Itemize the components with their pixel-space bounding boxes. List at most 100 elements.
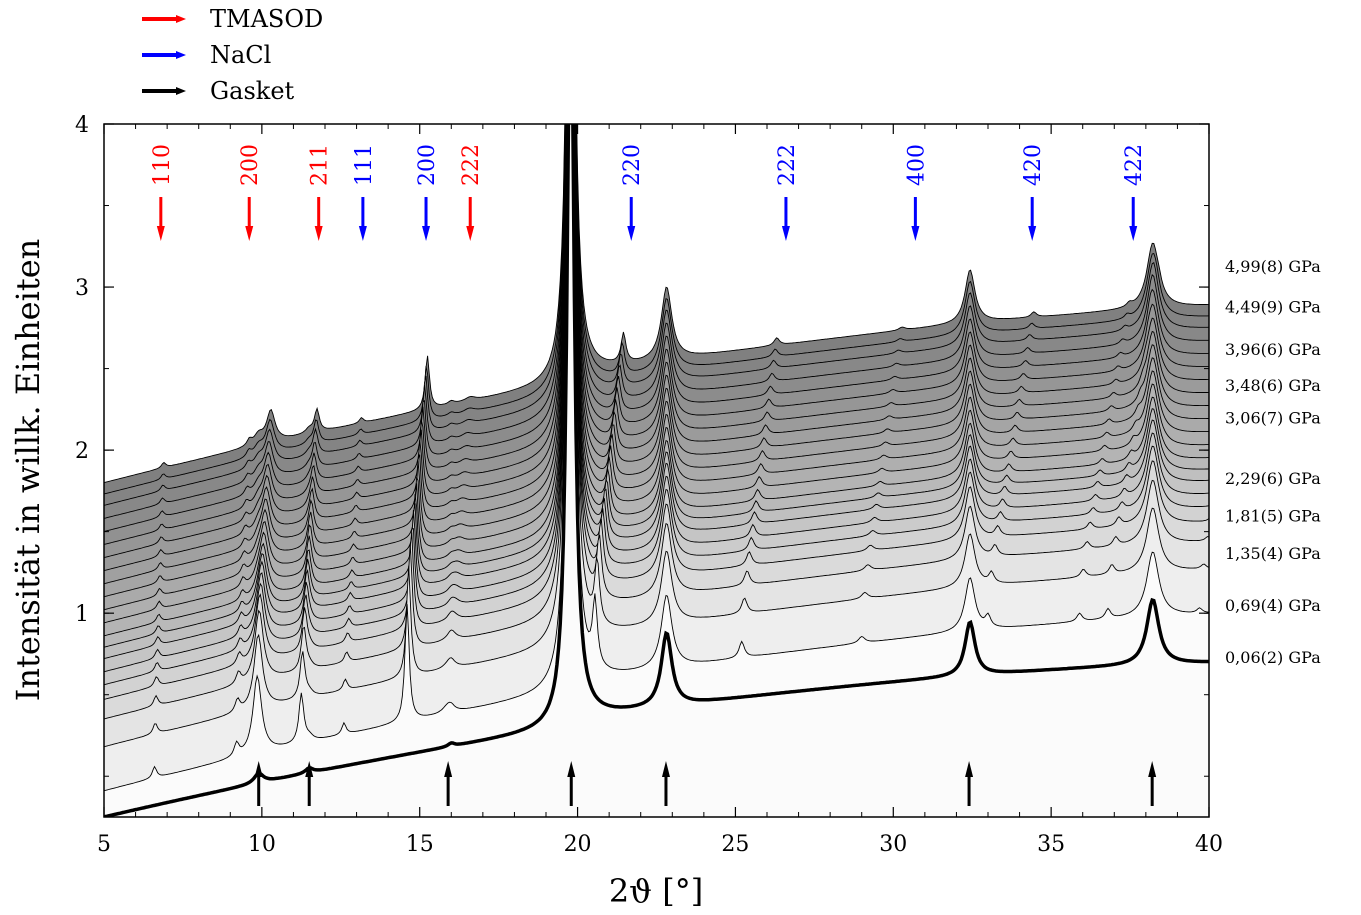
gasket-marker-head xyxy=(567,761,576,777)
series-line-2 xyxy=(104,124,1209,720)
series-line-5 xyxy=(104,124,1209,673)
legend-entry-tmasod: TMASOD xyxy=(142,5,323,33)
legend-label-nacl: NaCl xyxy=(210,41,271,69)
legend: TMASOD NaCl Gasket xyxy=(142,5,323,105)
legend-arrowhead-red xyxy=(176,15,186,23)
pressure-label: 3,06(7) GPa xyxy=(1225,409,1321,428)
reflection-arrowhead xyxy=(358,226,367,241)
reflection-marker-110: 110 xyxy=(150,144,175,241)
reflection-marker-420: 420 xyxy=(1021,144,1046,241)
legend-label-gasket: Gasket xyxy=(210,77,295,105)
reflection-marker-200: 200 xyxy=(238,144,263,241)
y-tick-label: 4 xyxy=(75,113,89,138)
gasket-marker-head xyxy=(254,761,263,777)
reflection-arrowhead xyxy=(627,226,636,241)
x-tick-label: 15 xyxy=(406,832,434,857)
reflection-label: 220 xyxy=(620,144,645,186)
legend-arrowhead-black xyxy=(176,87,186,95)
series-area-0 xyxy=(104,124,1209,817)
reflection-label: 400 xyxy=(904,144,929,186)
reflection-marker-220: 220 xyxy=(620,144,645,241)
reflection-arrowhead xyxy=(1028,226,1037,241)
series-line-7 xyxy=(104,124,1209,648)
series-line-8 xyxy=(104,124,1209,637)
series-line-14 xyxy=(104,124,1209,559)
x-tick-label: 5 xyxy=(97,832,111,857)
series-line-20 xyxy=(104,124,1209,484)
series-line-0 xyxy=(104,124,1209,792)
pressure-labels: 4,99(8) GPa 4,49(9) GPa 3,96(6) GPa 3,48(6)… xyxy=(1225,257,1321,667)
gasket-marker xyxy=(965,761,974,806)
series-line-10 xyxy=(104,124,1209,611)
reflection-marker-200: 200 xyxy=(415,144,440,241)
gasket-marker xyxy=(305,761,314,806)
reflection-label: 422 xyxy=(1122,144,1147,186)
pressure-label: 0,06(2) GPa xyxy=(1225,648,1321,667)
legend-entry-nacl: NaCl xyxy=(142,41,271,69)
reflection-arrowhead xyxy=(314,226,323,241)
reflection-label: 420 xyxy=(1021,144,1046,186)
pressure-label: 3,96(6) GPa xyxy=(1225,340,1321,359)
y-axis-title: Intensität in willk. Einheiten xyxy=(9,239,47,702)
series-line-12 xyxy=(104,124,1209,585)
gasket-marker xyxy=(567,761,576,806)
gasket-marker xyxy=(661,761,670,806)
legend-entry-gasket: Gasket xyxy=(142,77,295,105)
x-tick-label: 10 xyxy=(248,832,276,857)
reflection-marker-111: 111 xyxy=(352,144,377,241)
reflection-marker-222: 222 xyxy=(459,144,484,241)
pressure-label: 2,29(6) GPa xyxy=(1225,469,1321,488)
gasket-marker-head xyxy=(965,761,974,777)
y-tick-label: 2 xyxy=(75,439,89,464)
reflection-arrowhead xyxy=(156,226,165,241)
x-tick-label: 35 xyxy=(1037,832,1065,857)
series-line-13 xyxy=(104,124,1209,572)
y-tick-label: 1 xyxy=(75,602,89,627)
series-line-1 xyxy=(104,124,1209,748)
x-tick-label: 30 xyxy=(879,832,907,857)
gasket-markers xyxy=(254,761,1157,806)
reflection-markers: 110 200 211 111 200 222 220 222 400 420 422 xyxy=(150,144,1147,241)
series-line-6 xyxy=(104,124,1209,660)
plot-frame xyxy=(103,123,1210,818)
reflection-marker-400: 400 xyxy=(904,144,929,241)
axis-ticks: 5 10 15 20 25 30 35 40 1 2 3 4 xyxy=(75,113,1223,857)
reflection-label: 111 xyxy=(352,144,377,186)
series-line-4 xyxy=(104,124,1209,686)
pressure-label: 4,99(8) GPa xyxy=(1225,257,1321,276)
reflection-label: 222 xyxy=(459,144,484,186)
reflection-arrowhead xyxy=(911,226,920,241)
reflection-label: 222 xyxy=(775,144,800,186)
reflection-arrowhead xyxy=(1129,226,1138,241)
series-line-11 xyxy=(104,124,1209,598)
series-line-3 xyxy=(104,124,1209,700)
gasket-marker-head xyxy=(305,761,314,777)
legend-arrowhead-blue xyxy=(176,51,186,59)
pressure-label: 3,48(6) GPa xyxy=(1225,376,1321,395)
gasket-marker-head xyxy=(1148,761,1157,777)
gasket-marker xyxy=(254,761,263,806)
pressure-label: 1,35(4) GPa xyxy=(1225,544,1321,563)
series-line-19 xyxy=(104,124,1209,495)
reflection-label: 110 xyxy=(150,144,175,186)
reflection-arrowhead xyxy=(781,226,790,241)
reflection-marker-422: 422 xyxy=(1122,144,1147,241)
gasket-marker-head xyxy=(444,761,453,777)
gasket-marker xyxy=(1148,761,1157,806)
series-line-9 xyxy=(104,124,1209,624)
series-layer xyxy=(104,124,1209,817)
reflection-marker-222: 222 xyxy=(775,144,800,241)
x-axis-title: 2ϑ [°] xyxy=(609,872,703,910)
pressure-label: 0,69(4) GPa xyxy=(1225,596,1321,615)
reflection-label: 211 xyxy=(308,144,333,186)
series-line-15 xyxy=(104,124,1209,545)
x-tick-label: 20 xyxy=(564,832,592,857)
gasket-marker xyxy=(444,761,453,806)
reflection-arrowhead xyxy=(466,226,475,241)
reflection-marker-211: 211 xyxy=(308,144,333,241)
series-line-17 xyxy=(104,124,1209,519)
legend-label-tmasod: TMASOD xyxy=(210,5,323,33)
reflection-label: 200 xyxy=(238,144,263,186)
x-tick-label: 25 xyxy=(721,832,749,857)
